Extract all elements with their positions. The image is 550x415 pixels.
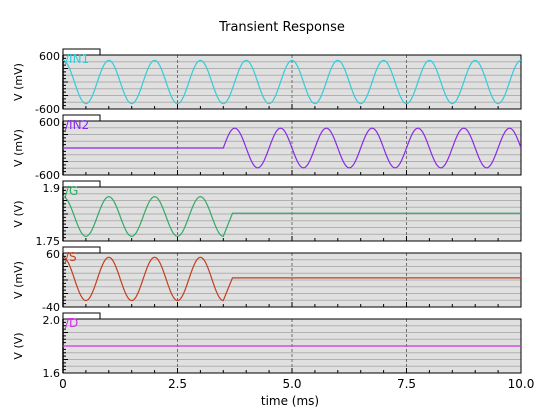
y-tick-label-top: 1.9 (43, 182, 61, 195)
y-tick-label-top: 600 (39, 116, 60, 129)
signal-trace (63, 256, 521, 302)
panel: /IN2 600 -600 V (mV) (12, 114, 522, 182)
y-tick-label-top: 2.0 (43, 314, 61, 327)
signal-tab (62, 246, 101, 254)
x-tick-label: 10.0 (508, 377, 535, 391)
x-tick-label: 0 (59, 377, 67, 391)
signal-tab (62, 312, 101, 320)
y-tick-label-bottom: 1.6 (43, 367, 61, 380)
x-axis-label: time (ms) (261, 394, 319, 408)
y-tick-label-bottom: -40 (42, 301, 60, 314)
y-tick-label-top: 600 (39, 50, 60, 63)
signal-name: /D (65, 316, 78, 330)
x-tick-label: 2.5 (168, 377, 187, 391)
signal-tab (62, 48, 101, 56)
y-axis-label: V (V) (12, 332, 25, 359)
signal-name: /IN2 (65, 118, 89, 132)
y-tick-label-bottom: 1.75 (36, 235, 61, 248)
signal-tab (62, 180, 101, 188)
x-tick-label: 5.0 (282, 377, 301, 391)
x-tick-label: 7.5 (397, 377, 416, 391)
panel: /IN1 600 -600 V (mV) (12, 48, 522, 116)
panel: /S 60 -40 V (mV) (12, 246, 522, 314)
y-tick-label-bottom: -600 (35, 169, 60, 182)
y-tick-label-bottom: -600 (35, 103, 60, 116)
panel: /G 1.9 1.75 V (V) (12, 180, 522, 248)
signal-name: /IN1 (65, 52, 89, 66)
panel: /D 2.0 1.6 V (V) (12, 312, 522, 380)
signal-tab (62, 114, 101, 122)
signal-trace (63, 196, 521, 237)
y-axis-label: V (mV) (12, 129, 25, 167)
y-axis-label: V (mV) (12, 63, 25, 101)
signal-trace (63, 59, 521, 105)
signal-trace (63, 127, 521, 169)
signal-name: /G (65, 184, 78, 198)
chart-title: Transient Response (218, 20, 345, 35)
y-tick-label-top: 60 (46, 248, 60, 261)
y-axis-label: V (V) (12, 200, 25, 227)
signal-name: /S (65, 250, 77, 264)
x-axis: 0 2.5 5.0 7.5 10.0 (59, 377, 534, 391)
y-axis-label: V (mV) (12, 261, 25, 299)
